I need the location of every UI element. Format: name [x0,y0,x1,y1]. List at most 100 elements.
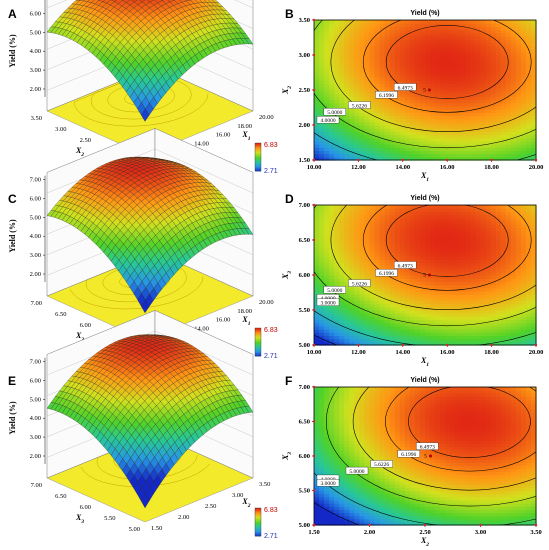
heat-cell [359,205,366,209]
heat-cell [354,48,361,53]
heat-cell [349,125,355,129]
heat-cell [515,61,522,66]
heat-cell [334,140,340,145]
heat-cell [344,278,350,282]
heat-cell [324,77,330,82]
heat-cell [369,32,376,37]
heat-cell [465,102,472,107]
heat-cell [510,134,517,139]
heat-cell [319,26,325,31]
heat-cell [354,83,361,88]
heat-cell [369,150,376,155]
heat-cell [500,137,507,142]
axis-var: X [281,88,290,95]
heat-cell [435,102,441,107]
heat-cell [475,80,482,85]
heat-cell [374,140,381,145]
heat-cell [349,290,355,295]
heat-cell [460,58,466,62]
heat-cell [525,131,532,136]
heat-cell [319,35,325,40]
heat-cell [349,51,355,56]
heat-cell [525,58,532,62]
heat-cell [354,217,361,222]
heat-cell [510,93,517,97]
heat-cell [334,220,340,225]
heat-cell [445,77,451,82]
heat-cell [314,144,320,148]
heat-cell [520,131,527,136]
axis-sub: 1 [248,136,251,142]
heat-cell [314,140,320,145]
heat-cell [349,55,355,59]
heat-cell [339,322,345,327]
heat-cell [359,86,366,91]
heat-cell [354,131,361,136]
heat-cell [425,23,431,27]
colorbar-min: 2.71 [264,168,278,175]
heat-cell [505,64,512,69]
heat-cell [450,45,456,50]
heat-cell [409,153,416,158]
heat-cell [430,121,436,126]
heat-cell [374,67,381,72]
heat-cell [369,35,376,40]
heat-cell [344,118,350,123]
heat-cell [344,243,350,247]
heat-cell [319,255,325,260]
heat-cell [425,102,431,107]
heat-cell [490,144,497,148]
heat-cell [525,156,532,161]
colorbar-max: 6.83 [264,142,278,149]
heat-cell [339,246,345,251]
heat-cell [450,55,456,59]
heat-cell [389,134,396,139]
heat-cell [440,26,446,31]
heat-cell [465,58,472,62]
heat-cell [374,105,381,110]
heat-cell [445,20,451,24]
x-tick-marker [357,158,360,162]
heat-cell [404,80,411,85]
heat-cell [404,61,411,66]
heat-cell [495,51,502,56]
heat-cell [435,156,441,161]
heat-cell [450,39,456,43]
heat-cell [334,319,340,324]
heat-cell [510,20,517,24]
heat-cell [399,39,406,43]
heat-cell [399,93,406,97]
heat-cell [445,96,451,101]
heat-cell [344,61,350,66]
heat-cell [354,220,361,225]
heat-cell [354,45,361,50]
heat-cell [490,153,497,158]
heat-cell [369,45,376,50]
heat-cell [359,131,366,136]
heat-cell [490,150,497,155]
heat-cell [394,61,401,66]
heat-cell [359,51,366,56]
heat-cell [399,42,406,47]
heat-cell [329,255,335,260]
heat-cell [334,51,340,56]
heat-cell [319,45,325,50]
heat-cell [465,112,472,117]
heat-cell [314,265,320,270]
heat-cell [344,208,350,212]
heat-cell [404,125,411,129]
heat-cell [334,83,340,88]
heat-cell [450,23,456,27]
heat-cell [394,58,401,62]
axis-sub: 1 [248,321,251,327]
heat-cell [384,42,391,47]
heat-cell [314,306,320,311]
heat-cell [505,109,512,113]
y-axis-label: X2 [75,146,84,158]
heat-cell [445,51,451,56]
heat-cell [354,227,361,232]
heat-cell [374,131,381,136]
heat-cell [515,23,522,27]
heat-cell [440,64,446,69]
heat-cell [399,134,406,139]
